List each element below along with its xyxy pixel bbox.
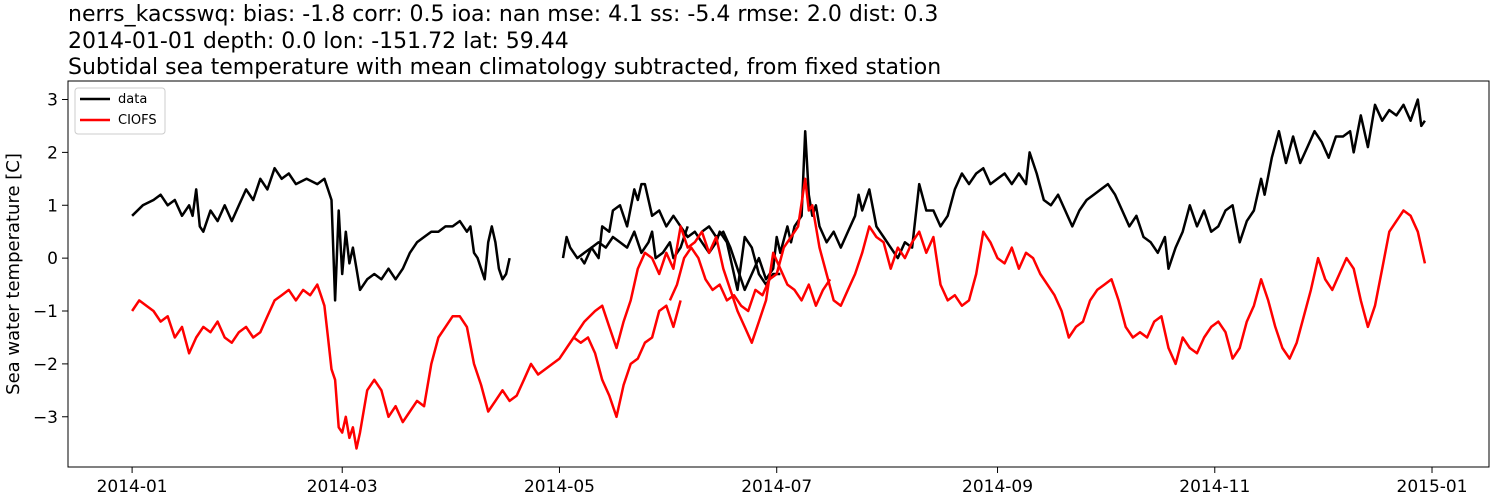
chart-title-line-2: 2014-01-01 depth: 0.0 lon: -151.72 lat: …: [68, 29, 569, 54]
series-layer: [131, 98, 1427, 450]
y-tick-label: 3: [47, 91, 58, 111]
x-tick-label: 2015-01: [1397, 477, 1468, 497]
y-tick-label: 2: [47, 143, 58, 163]
y-axis-label: Sea water temperature [C]: [3, 153, 24, 395]
x-tick-label: 2014-11: [1179, 477, 1250, 497]
y-tick-label: −1: [33, 302, 58, 322]
x-tick-label: 2014-07: [741, 477, 812, 497]
series-line-data-segment-4: [701, 98, 1426, 292]
plot-frame: [67, 80, 1490, 468]
series-line-ciofs-segment-2: [572, 225, 832, 350]
x-tick-label: 2014-09: [962, 477, 1033, 497]
y-tick-label: −2: [33, 355, 58, 375]
y-tick-label: 0: [47, 249, 58, 269]
x-tick-label: 2014-03: [307, 477, 378, 497]
series-line-ciofs-segment-1: [131, 283, 682, 450]
y-tick-label: −3: [33, 408, 58, 428]
legend-label-data: data: [118, 92, 147, 107]
x-axis: 2014-01 2014-03 2014-05 2014-07 2014-09 2014-…: [97, 467, 1468, 497]
chart-title-line-3: Subtidal sea temperature with mean clima…: [68, 55, 941, 80]
y-axis: −3 −2 −1 0 1 2 3: [33, 91, 68, 428]
x-tick-label: 2014-05: [524, 477, 595, 497]
y-tick-label: 1: [47, 196, 58, 216]
series-line-data-segment-1: [131, 166, 511, 302]
chart-title-line-1: nerrs_kacsswq: bias: -1.8 corr: 0.5 ioa:…: [68, 2, 938, 27]
series-line-ciofs-segment-3: [668, 177, 1427, 366]
series-line-data-segment-2: [561, 225, 689, 260]
chart-title-block: nerrs_kacsswq: bias: -1.8 corr: 0.5 ioa:…: [68, 2, 941, 80]
legend-label-ciofs: CIOFS: [118, 113, 157, 128]
series-line-data-segment-3: [579, 182, 781, 292]
x-tick-label: 2014-01: [97, 477, 168, 497]
legend: data CIOFS: [74, 87, 166, 135]
